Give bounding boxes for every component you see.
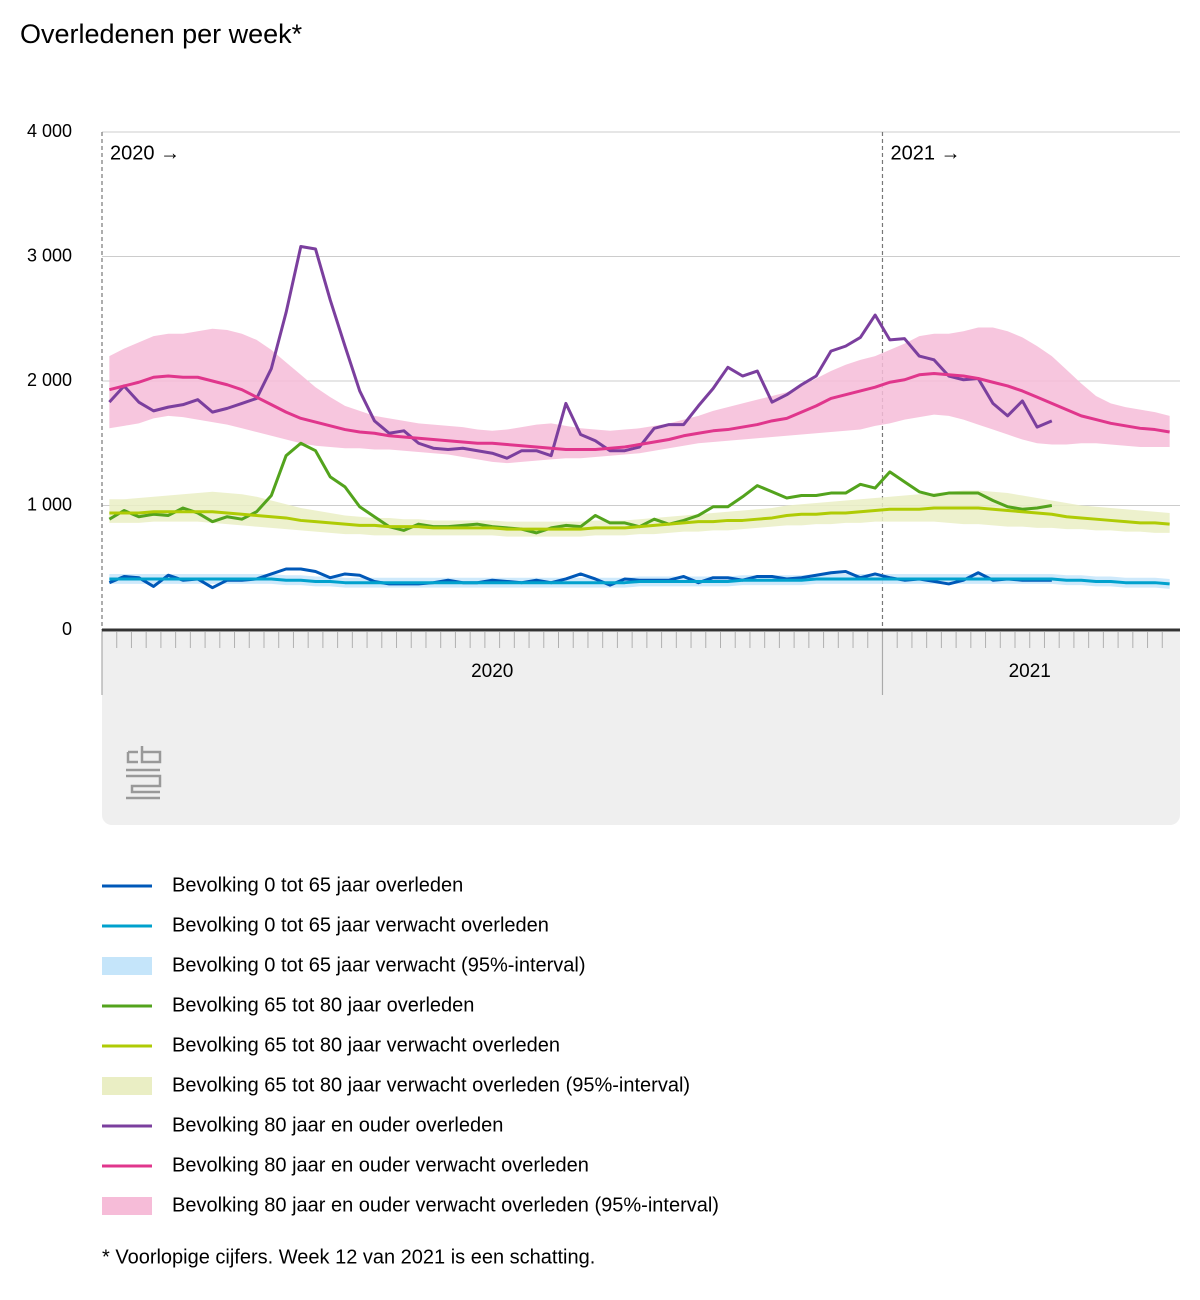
x-axis-area	[102, 632, 1180, 825]
y-tick-label: 2 000	[27, 370, 72, 390]
series-line	[108, 372, 1170, 451]
chart-title: Overledenen per week*	[20, 19, 303, 49]
legend-swatch	[102, 1077, 152, 1095]
legend-label: Bevolking 0 tot 65 jaar verwacht (95%-in…	[172, 954, 586, 976]
y-tick-label: 0	[62, 619, 72, 639]
series-line	[108, 441, 1053, 535]
legend-label: Bevolking 0 tot 65 jaar verwacht overled…	[172, 914, 549, 936]
legend-swatch	[102, 1197, 152, 1215]
footnote: * Voorlopige cijfers. Week 12 van 2021 i…	[102, 1246, 595, 1268]
legend-label: Bevolking 0 tot 65 jaar overleden	[172, 874, 463, 896]
legend-label: Bevolking 80 jaar en ouder verwacht over…	[172, 1154, 589, 1176]
legend-swatch	[102, 957, 152, 975]
legend-label: Bevolking 80 jaar en ouder overleden	[172, 1114, 503, 1136]
legend-label: Bevolking 65 tot 80 jaar verwacht overle…	[172, 1034, 560, 1056]
series-line	[109, 577, 1170, 586]
legend-label: Bevolking 65 tot 80 jaar overleden	[172, 994, 474, 1016]
y-tick-label: 4 000	[27, 121, 72, 141]
legend-label: Bevolking 80 jaar en ouder verwacht over…	[172, 1194, 719, 1216]
confidence-band	[109, 327, 1170, 464]
x-group-label: 2020	[471, 661, 513, 682]
legend-label: Bevolking 65 tot 80 jaar verwacht overle…	[172, 1074, 690, 1096]
series-line	[108, 245, 1053, 460]
logo	[126, 746, 162, 800]
x-axis-area-top	[102, 632, 1180, 652]
y-tick-label: 1 000	[27, 494, 72, 514]
x-group-label: 2021	[1009, 661, 1051, 682]
y-tick-label: 3 000	[27, 245, 72, 265]
logo-mark	[126, 746, 162, 800]
series-line	[109, 506, 1170, 531]
year-annotation: 2021 →	[890, 142, 960, 164]
year-annotation: 2020 →	[110, 142, 180, 164]
